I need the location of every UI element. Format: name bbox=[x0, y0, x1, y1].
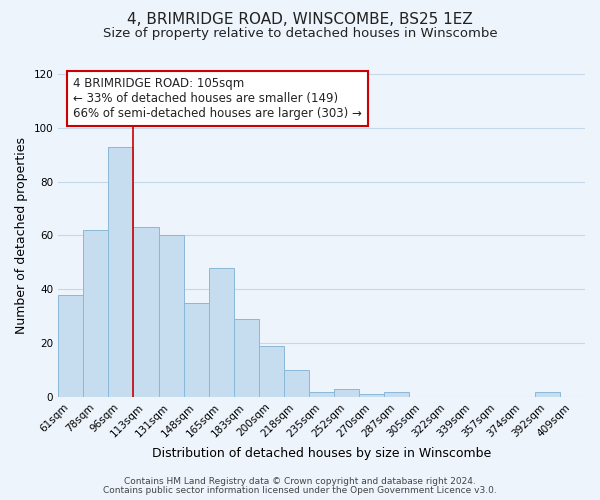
Bar bbox=[385, 392, 409, 397]
Y-axis label: Number of detached properties: Number of detached properties bbox=[15, 137, 28, 334]
Bar bbox=[58, 294, 83, 397]
Bar bbox=[184, 303, 209, 397]
Bar bbox=[309, 392, 334, 397]
Text: 4 BRIMRIDGE ROAD: 105sqm
← 33% of detached houses are smaller (149)
66% of semi-: 4 BRIMRIDGE ROAD: 105sqm ← 33% of detach… bbox=[73, 76, 362, 120]
Bar bbox=[359, 394, 385, 397]
Bar bbox=[284, 370, 309, 397]
Bar bbox=[535, 392, 560, 397]
Text: 4, BRIMRIDGE ROAD, WINSCOMBE, BS25 1EZ: 4, BRIMRIDGE ROAD, WINSCOMBE, BS25 1EZ bbox=[127, 12, 473, 28]
Bar bbox=[109, 146, 133, 397]
Bar bbox=[259, 346, 284, 397]
Bar bbox=[234, 319, 259, 397]
Bar bbox=[209, 268, 234, 397]
Text: Contains public sector information licensed under the Open Government Licence v3: Contains public sector information licen… bbox=[103, 486, 497, 495]
Bar bbox=[158, 236, 184, 397]
Bar bbox=[83, 230, 109, 397]
X-axis label: Distribution of detached houses by size in Winscombe: Distribution of detached houses by size … bbox=[152, 447, 491, 460]
Bar bbox=[133, 228, 158, 397]
Bar bbox=[334, 389, 359, 397]
Text: Size of property relative to detached houses in Winscombe: Size of property relative to detached ho… bbox=[103, 28, 497, 40]
Text: Contains HM Land Registry data © Crown copyright and database right 2024.: Contains HM Land Registry data © Crown c… bbox=[124, 477, 476, 486]
